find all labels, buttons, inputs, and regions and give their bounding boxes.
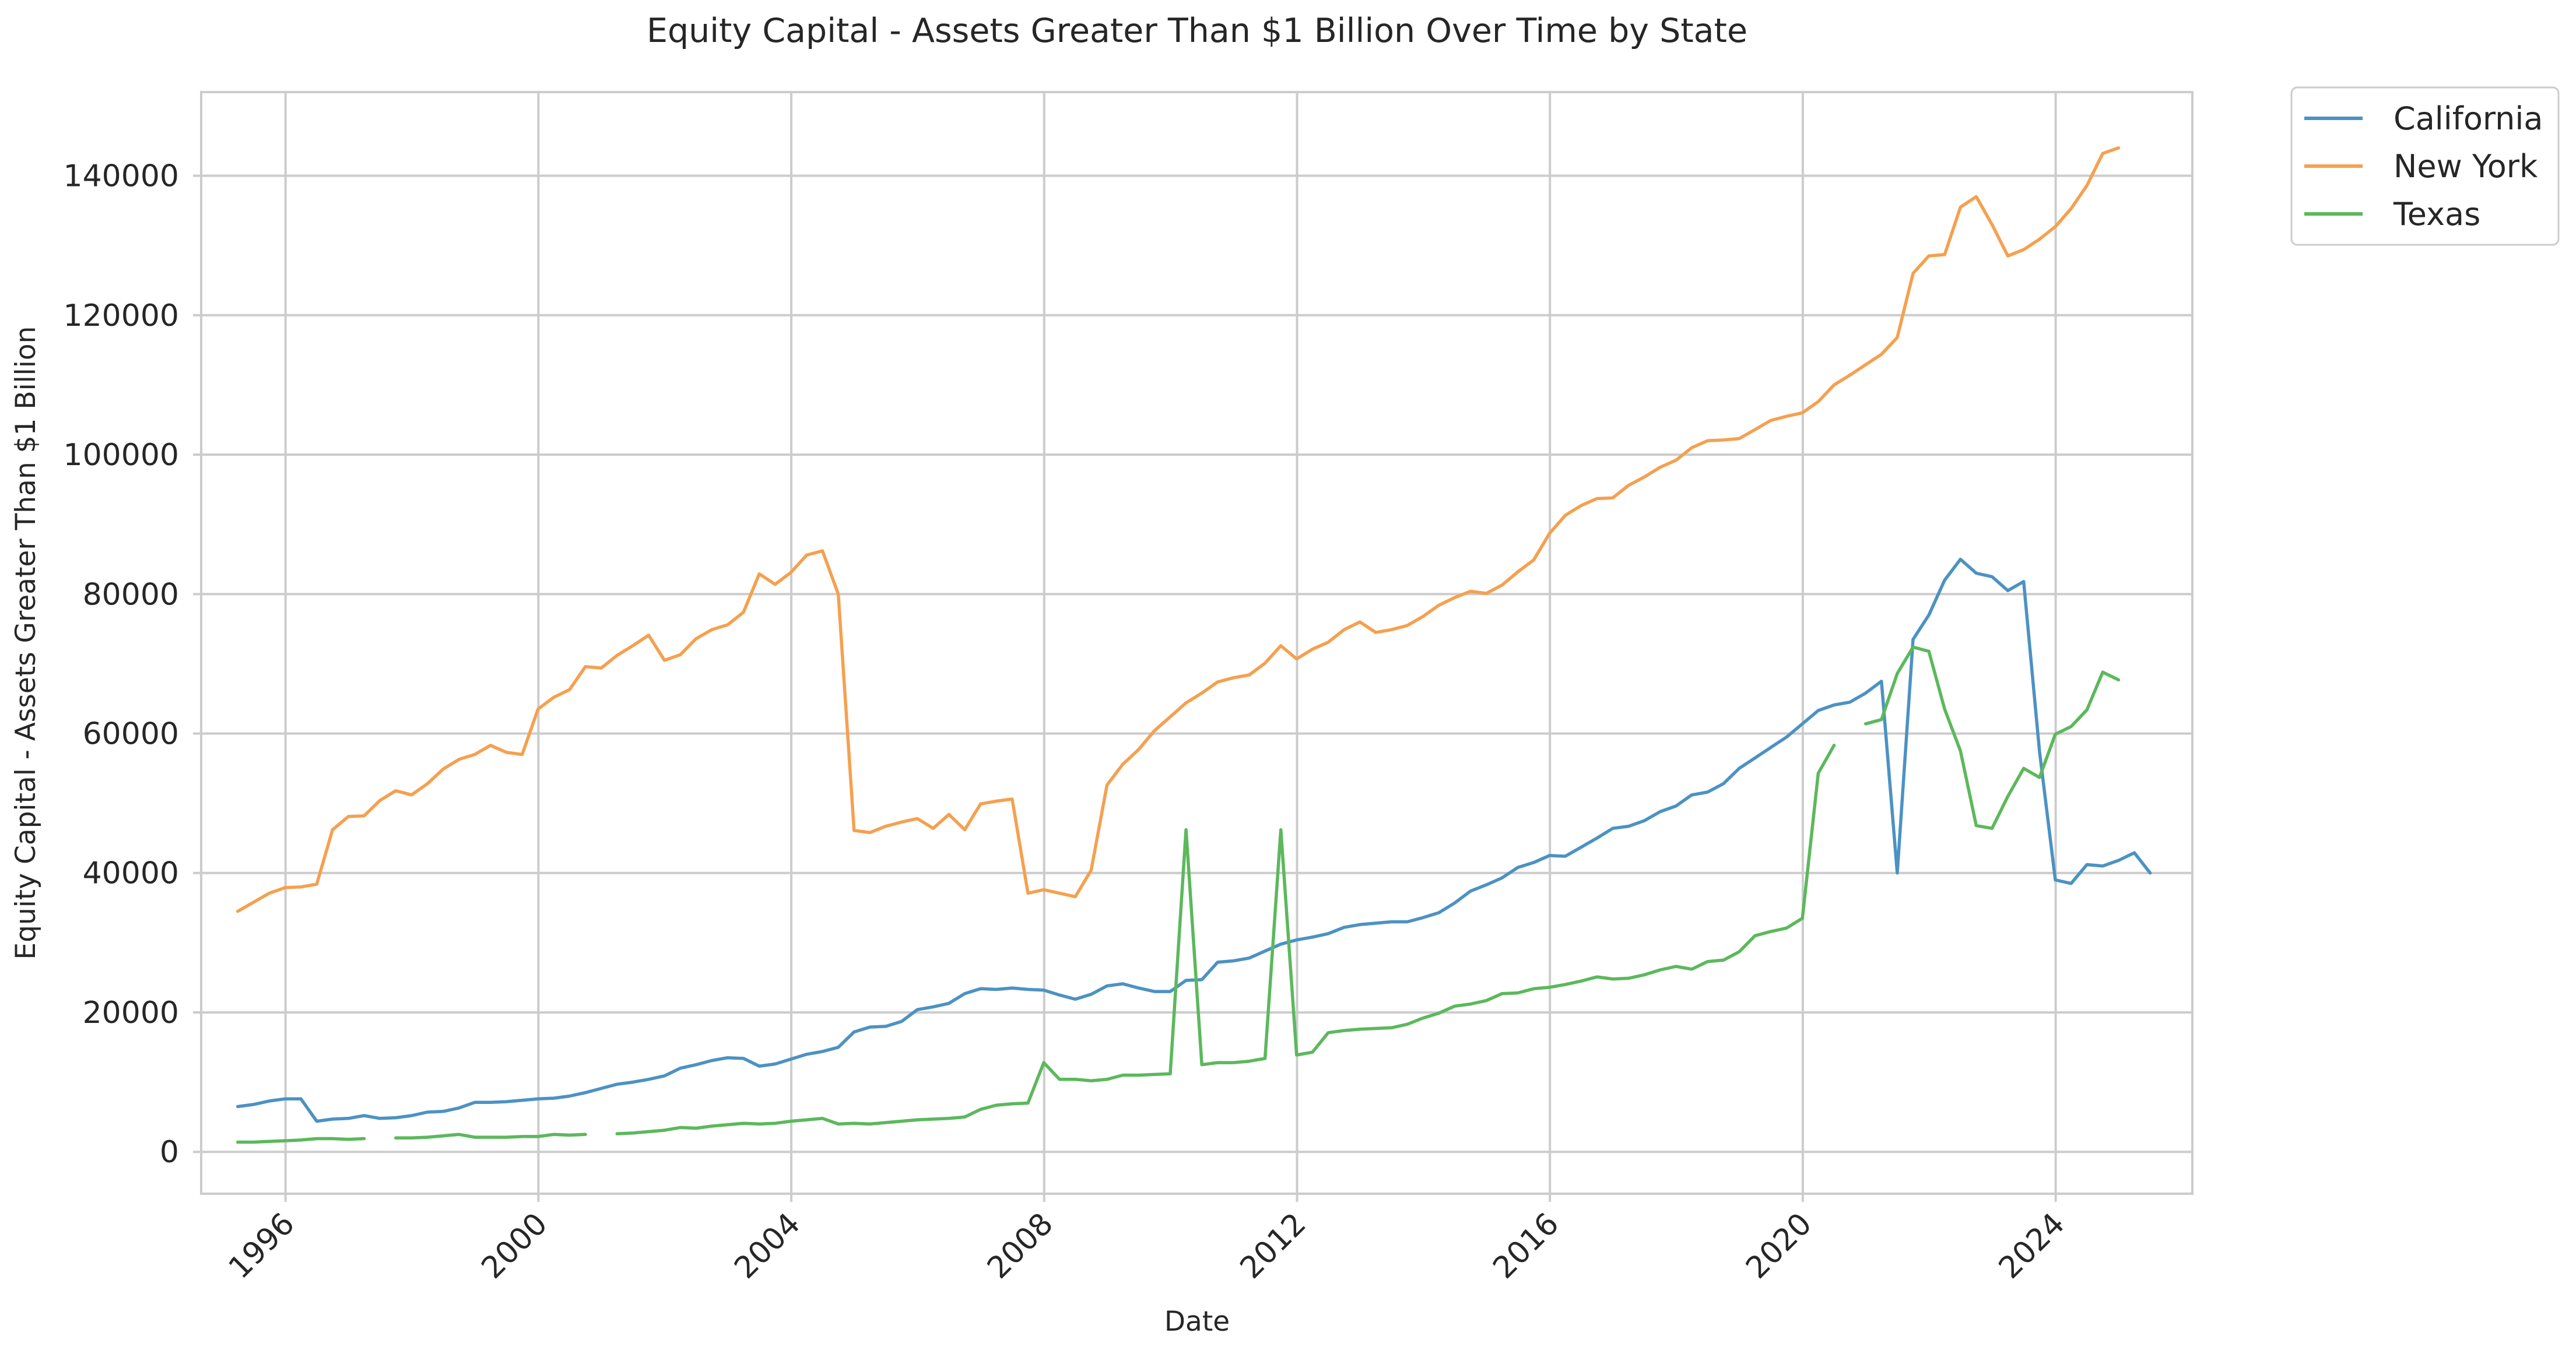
legend-label: New York <box>2393 148 2538 185</box>
plot-area <box>200 91 2194 1195</box>
legend-label: Texas <box>2393 196 2480 233</box>
y-tick-label: 20000 <box>83 996 179 1031</box>
legend-entries: California New York Texas <box>2304 100 2543 233</box>
series-line-california <box>236 557 2152 1123</box>
y-axis-ticks: 0 20000 40000 60000 80000 100000 120000 140000 <box>63 159 201 1170</box>
y-tick-label: 60000 <box>83 717 179 752</box>
x-axis-label: Date <box>1164 1306 1230 1338</box>
series-line-new-york <box>236 146 2121 913</box>
y-tick-label: 120000 <box>63 298 179 333</box>
y-axis-label: Equity Capital - Assets Greater Than $1 … <box>10 326 42 960</box>
series-line-texas <box>236 645 2121 1144</box>
y-tick-label: 140000 <box>63 159 179 194</box>
series-lines <box>236 146 2152 1144</box>
y-tick-label: 80000 <box>83 577 179 612</box>
y-tick-label: 40000 <box>83 856 179 891</box>
legend-frame <box>2290 86 2560 246</box>
legend-label: California <box>2393 100 2543 137</box>
y-tick-label: 0 <box>160 1135 179 1170</box>
plot-frame <box>200 91 2194 1195</box>
chart-title: Equity Capital - Assets Greater Than $1 … <box>647 12 1747 50</box>
legend: California New York Texas <box>2290 86 2560 246</box>
y-tick-label: 100000 <box>63 438 179 473</box>
